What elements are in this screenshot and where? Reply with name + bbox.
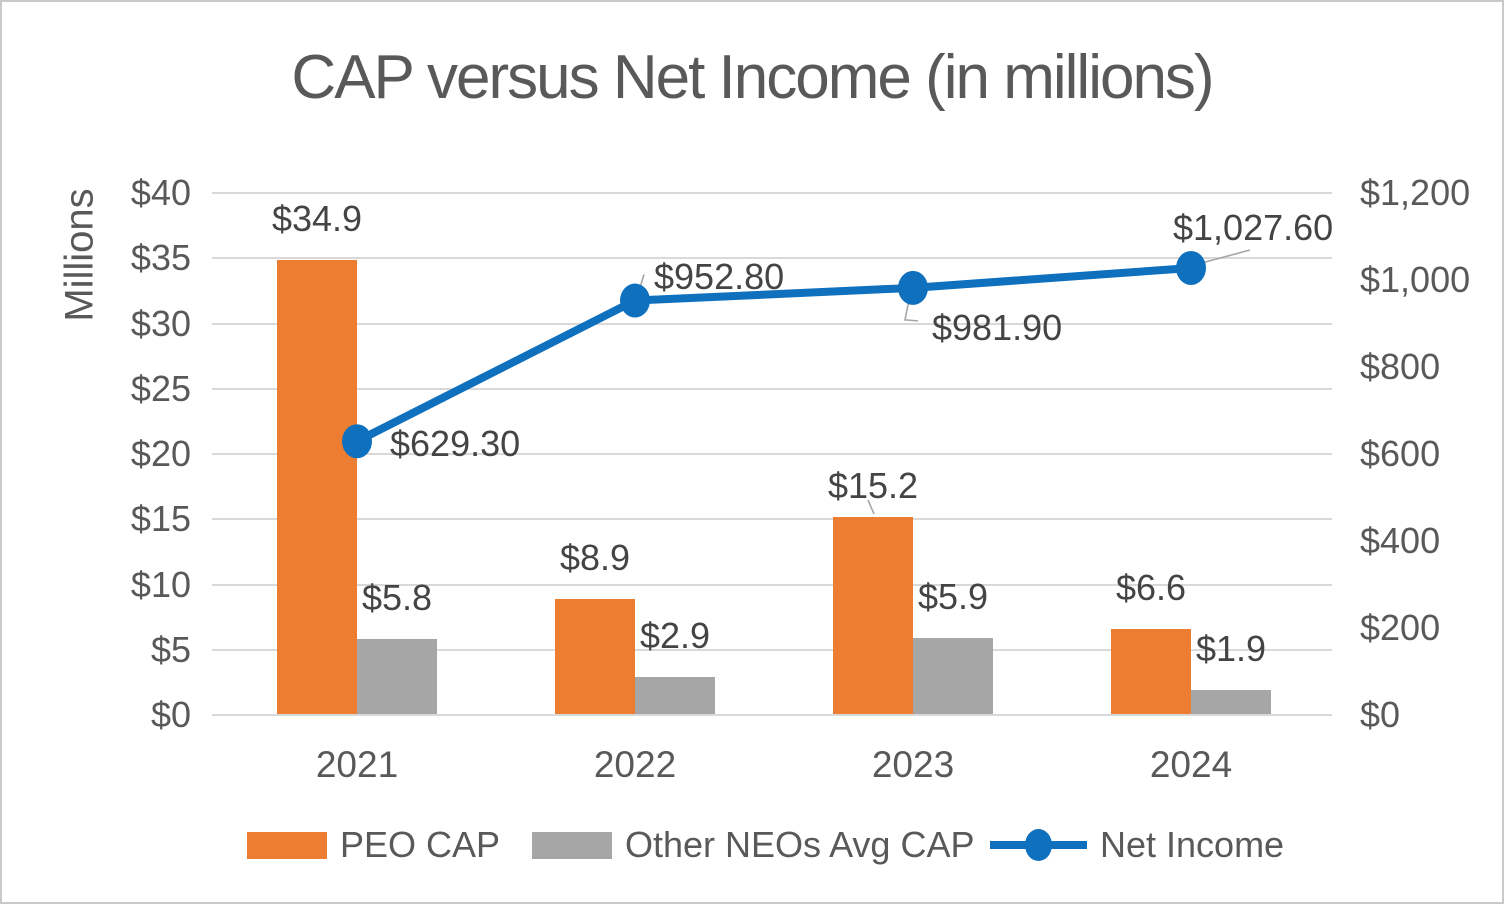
- net-income-point-2022: [620, 283, 650, 318]
- gridline: [212, 257, 1332, 260]
- legend-label-net-income: Net Income: [1100, 824, 1285, 865]
- x-axis-label: 2024: [1149, 744, 1233, 785]
- gridline: [212, 583, 1332, 586]
- line-data-label: $1,027.60: [1173, 206, 1334, 248]
- other-neos-bar-2024: [1191, 690, 1271, 714]
- chart-title: CAP versus Net Income (in millions): [291, 43, 1214, 112]
- right-axis-tick: $200: [1360, 607, 1441, 648]
- right-axis-tick: $0: [1360, 694, 1401, 735]
- left-axis-tick: $35: [130, 237, 191, 279]
- left-axis-tick: $15: [130, 498, 191, 540]
- net-income-point-2024: [1176, 250, 1206, 285]
- peo-cap-bar-2024: [1111, 628, 1191, 714]
- peo-cap-bar-2023: [833, 516, 913, 714]
- gridline: [212, 453, 1332, 455]
- left-axis-tick: $0: [150, 694, 191, 735]
- bar-data-label: $6.6: [1115, 566, 1187, 608]
- net-income-point-2023: [898, 270, 928, 305]
- line-data-label: $981.90: [932, 306, 1063, 348]
- other-neos-swatch: [532, 831, 612, 859]
- other-neos-bar-2021: [357, 639, 437, 714]
- bar-data-label: $5.8: [361, 577, 433, 619]
- line-data-label: $952.80: [654, 255, 785, 297]
- gridline: [212, 648, 1332, 651]
- gridline: [212, 387, 1332, 390]
- left-axis-tick: $25: [130, 367, 191, 409]
- x-axis-label: 2021: [315, 744, 399, 785]
- gridline: [212, 192, 1332, 194]
- bar-data-label: $34.9: [271, 197, 363, 239]
- peo-cap-swatch: [247, 831, 327, 859]
- net-income-marker-dot: [1025, 829, 1052, 861]
- x-axis-label: 2023: [871, 744, 955, 785]
- legend-label-other-neos: Other NEOs Avg CAP: [625, 824, 975, 865]
- peo-cap-bar-2021: [277, 259, 357, 714]
- peo-cap-bar-2022: [555, 598, 635, 714]
- left-axis-tick: $5: [150, 628, 191, 670]
- label-leader-line: [636, 274, 645, 298]
- gridline: [212, 714, 1332, 716]
- bar-data-label: $5.9: [917, 576, 989, 617]
- gridline: [212, 518, 1332, 521]
- x-axis-label: 2022: [593, 744, 677, 785]
- legend: PEO CAP Other NEOs Avg CAP Net Income: [2, 824, 1502, 865]
- bar-data-label: $2.9: [639, 615, 711, 657]
- legend-item-peo-cap: PEO CAP: [247, 824, 501, 865]
- bar-data-label: $15.2: [827, 464, 919, 506]
- left-axis-tick: $20: [130, 433, 191, 474]
- other-neos-bar-2022: [635, 677, 715, 714]
- other-neos-bar-2023: [913, 638, 993, 714]
- left-axis-tick: $10: [130, 563, 191, 605]
- right-axis-tick: $600: [1360, 433, 1441, 474]
- label-leader-line: [904, 294, 919, 322]
- gridline: [212, 322, 1332, 325]
- bar-data-label: $8.9: [559, 536, 631, 578]
- net-income-line-marker: [990, 826, 1087, 864]
- left-axis-tick: $30: [130, 302, 191, 344]
- right-axis-tick: $800: [1360, 346, 1441, 387]
- right-axis-tick: $400: [1360, 520, 1441, 561]
- legend-item-other-neos: Other NEOs Avg CAP: [532, 824, 975, 865]
- left-axis-tick: $40: [130, 172, 191, 213]
- legend-item-net-income: Net Income: [990, 824, 1285, 865]
- bar-data-label: $1.9: [1195, 628, 1267, 670]
- legend-label-peo-cap: PEO CAP: [340, 824, 501, 865]
- right-axis-tick: $1,200: [1360, 172, 1471, 213]
- line-data-label: $629.30: [390, 423, 521, 465]
- left-axis-title: Millions: [57, 188, 102, 322]
- right-axis-tick: $1,000: [1360, 259, 1471, 300]
